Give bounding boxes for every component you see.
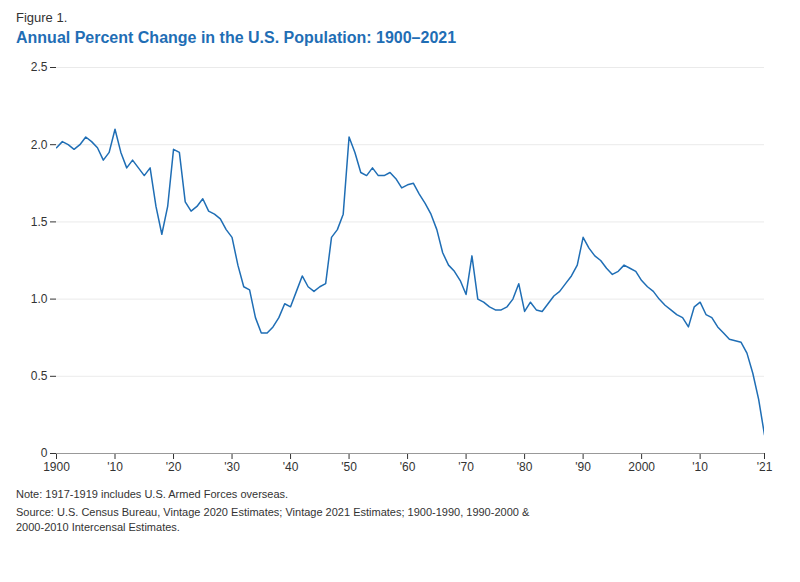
- svg-text:2.0: 2.0: [31, 138, 48, 152]
- svg-text:'60: '60: [400, 460, 416, 474]
- svg-text:'30: '30: [224, 460, 240, 474]
- html-text:Figure 1.: Figure 1.: [16, 10, 68, 25]
- html-text:Source: U.S. Census Bureau, Vi: Source: U.S. Census Bureau, Vintage 2020…: [16, 505, 530, 533]
- svg-text:'10: '10: [692, 460, 708, 474]
- svg-text:2000: 2000: [628, 460, 655, 474]
- svg-text:1900: 1900: [43, 460, 70, 474]
- svg-text:'21: '21: [757, 460, 773, 474]
- svg-text:0: 0: [41, 446, 48, 460]
- svg-text:'40: '40: [283, 460, 299, 474]
- svg-text:'90: '90: [575, 460, 591, 474]
- html-text:Annual Percent Change in the U: Annual Percent Change in the U.S. Popula…: [16, 29, 457, 46]
- svg-text:1.0: 1.0: [31, 292, 48, 306]
- html-text:Note: 1917-1919 includes U.S.: Note: 1917-1919 includes U.S. Armed Forc…: [16, 488, 289, 500]
- svg-text:'50: '50: [341, 460, 357, 474]
- svg-text:1.5: 1.5: [31, 215, 48, 229]
- svg-text:2.5: 2.5: [31, 60, 48, 74]
- svg-text:'20: '20: [166, 460, 182, 474]
- svg-text:0.5: 0.5: [31, 369, 48, 383]
- svg-text:'70: '70: [458, 460, 474, 474]
- svg-text:'10: '10: [107, 460, 123, 474]
- svg-text:'80: '80: [517, 460, 533, 474]
